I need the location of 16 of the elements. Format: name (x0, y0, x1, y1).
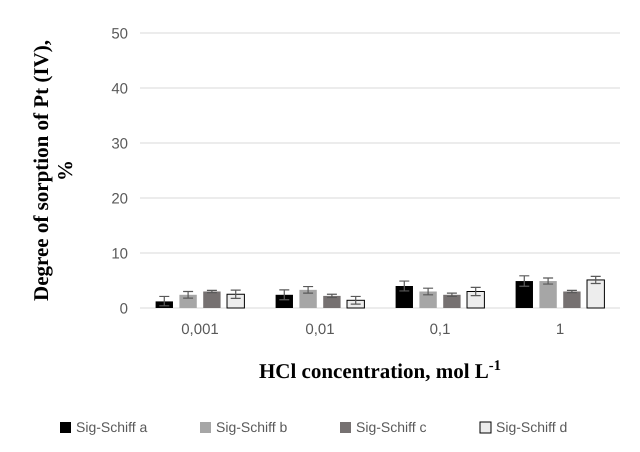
legend-label: Sig-Schiff a (76, 419, 148, 435)
x-axis-title: HCl concentration, mol L$^{-1}$ (258, 358, 502, 383)
legend-label: Sig-Schiff c (356, 419, 427, 435)
y-tick-label: 50 (111, 25, 128, 42)
x-tick-label: 0,1 (430, 321, 450, 338)
y-axis-title: Degree of sorption of Pt (IV), % (29, 40, 78, 301)
legend-label: Sig-Schiff b (216, 419, 288, 435)
x-tick-label: 0,01 (305, 321, 335, 338)
legend-label: Sig-Schiff d (496, 419, 568, 435)
x-tick-label: 0,001 (181, 321, 219, 338)
y-tick-label: 30 (111, 135, 128, 152)
y-tick-label: 40 (111, 80, 128, 98)
x-tick-label: 1 (556, 321, 564, 338)
y-tick-label: 10 (111, 245, 128, 262)
y-tick-label: 0 (120, 300, 128, 318)
y-tick-label: 20 (111, 190, 128, 208)
